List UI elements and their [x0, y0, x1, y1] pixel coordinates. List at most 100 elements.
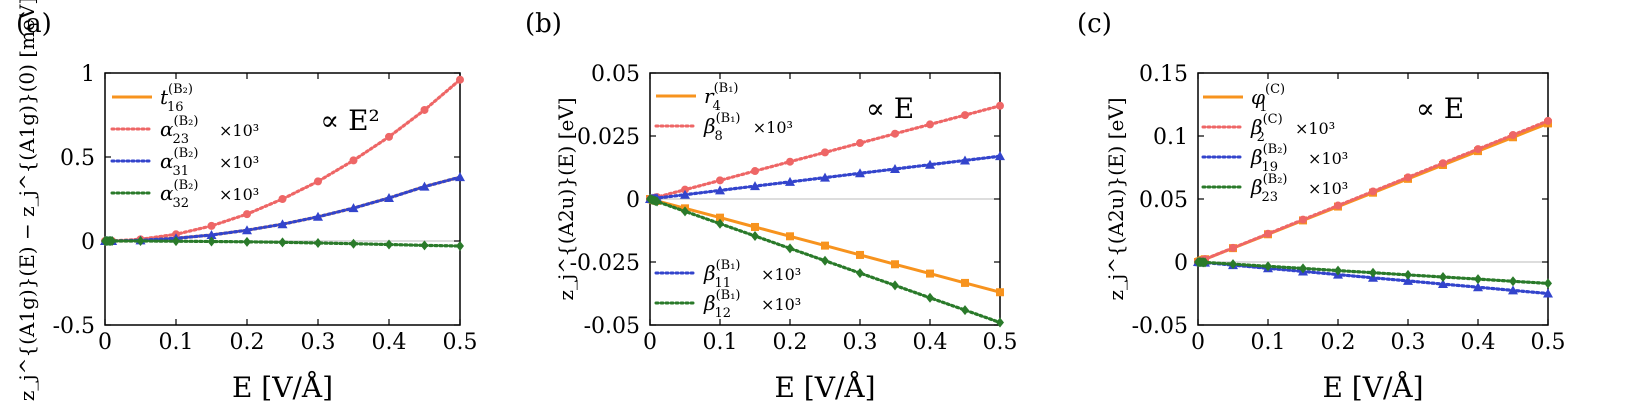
legend-superscript: (B₁) [716, 258, 741, 273]
y-tick-label: -0.05 [1132, 314, 1188, 339]
legend-superscript: (B₂) [168, 82, 193, 97]
legend-entry: β(B₂) 23 ×10³ [1201, 172, 1348, 205]
legend-entry: t(B₂) 16 [112, 82, 193, 115]
data-point [1404, 269, 1412, 280]
legend-label: α(B₂) 23 ×10³ [160, 114, 259, 147]
data-point [1474, 145, 1482, 154]
data-point [961, 278, 969, 287]
data-point [243, 210, 251, 219]
data-point [960, 155, 970, 165]
x-tick-label: 0.2 [773, 330, 808, 355]
x-tick-label: 0.3 [1391, 330, 1426, 355]
data-point [680, 189, 690, 199]
data-point [1299, 215, 1307, 224]
series-2 [100, 172, 465, 245]
data-point [925, 159, 935, 169]
data-point [385, 132, 393, 141]
data-point [786, 243, 794, 254]
series-0 [105, 175, 461, 243]
legend-symbol: φ [1251, 85, 1265, 109]
legend-entry: r(B₁) 4 [656, 81, 738, 114]
legend-subscript: 16 [167, 100, 184, 115]
legend-symbol: α [160, 149, 174, 173]
legend-scale: ×10³ [761, 265, 801, 284]
legend-label: β(B₁) 12 ×10³ [703, 288, 801, 321]
legend-label: β(B₂) 19 ×10³ [1250, 142, 1348, 175]
data-point [1201, 257, 1209, 268]
data-point [1264, 229, 1272, 238]
legend-superscript: (B₂) [174, 146, 199, 161]
data-point [313, 211, 323, 221]
chart-panel-0: (a)0 0.1 0.2 0.3 0.4 0.5-0.500.51E [V/Å]z_j^{… [15, 0, 478, 404]
legend-symbol: β [1250, 145, 1263, 169]
y-tick-label: -0.5 [53, 314, 95, 339]
legend-scale: ×10³ [1308, 149, 1348, 168]
data-point [1543, 288, 1553, 298]
legend-symbol: α [160, 181, 174, 205]
legend-label: β(B₂) 23 ×10³ [1250, 172, 1348, 205]
legend-subscript: 19 [1261, 160, 1278, 175]
data-point [207, 221, 216, 230]
data-point [1509, 276, 1517, 287]
legend-entry: β(B₁) 8 ×10³ [654, 111, 793, 144]
legend-label: α(B₂) 31 ×10³ [160, 146, 259, 179]
legend-symbol: β [1250, 175, 1263, 199]
legend-superscript: (B₁) [716, 288, 741, 303]
x-tick-label: 0.1 [159, 330, 194, 355]
legend-scale: ×10³ [219, 153, 259, 172]
legend-entry: α(B₂) 23 ×10³ [110, 114, 259, 147]
data-point [349, 156, 358, 165]
legend-superscript: (B₂) [174, 178, 199, 193]
data-point [891, 129, 899, 138]
data-point [242, 225, 252, 235]
data-point [420, 105, 429, 114]
data-point [961, 305, 969, 316]
series-line [103, 78, 462, 243]
data-point [278, 195, 287, 203]
data-point [349, 238, 358, 249]
legend-label: β(B₁) 8 ×10³ [703, 111, 793, 144]
legend-entry: β(B₂) 19 ×10³ [1201, 142, 1348, 175]
legend-symbol: β [703, 261, 716, 285]
legend-subscript: 8 [714, 129, 722, 144]
y-tick-label: 0.1 [1153, 125, 1188, 150]
data-point [751, 167, 759, 176]
data-point [1404, 173, 1412, 182]
data-point [277, 219, 288, 229]
data-point [926, 120, 934, 129]
data-point [1508, 285, 1518, 295]
x-tick-label: 0.5 [983, 330, 1018, 355]
data-point [172, 236, 180, 247]
chart-panel-1: (b) 0 0.1 0.2 0.3 0.4 0.5 -0.05 -0.025 0 0.025 0.05… [525, 9, 1018, 404]
legend-entry: φ(C) 1 [1203, 82, 1285, 115]
legend-entry: β(C) 2 ×10³ [1201, 112, 1335, 145]
data-point [751, 231, 759, 242]
data-point [681, 206, 689, 217]
legend-scale: ×10³ [219, 121, 259, 140]
legend-subscript: 23 [172, 132, 189, 147]
data-point [108, 236, 117, 246]
data-point [785, 176, 795, 186]
legend-subscript: 1 [1259, 100, 1267, 115]
data-point [278, 237, 287, 248]
data-point [961, 111, 969, 120]
data-point [1369, 267, 1377, 278]
data-point [786, 232, 794, 241]
legend-scale: ×10³ [1308, 179, 1348, 198]
data-point [1439, 159, 1447, 168]
data-point [419, 181, 430, 191]
legend-label: α(B₂) 32 ×10³ [160, 178, 259, 211]
x-tick-label: 0.4 [1461, 330, 1496, 355]
data-point [1544, 116, 1552, 125]
x-axis-label: E [V/Å] [774, 371, 875, 404]
data-point [786, 157, 794, 166]
legend-subscript: 31 [172, 164, 189, 179]
data-point [420, 240, 429, 251]
data-point [1473, 282, 1483, 292]
x-axis-label: E [V/Å] [1322, 371, 1423, 404]
y-axis-label: z_j^{(A2u)}(E) [eV] [554, 97, 578, 300]
data-point [716, 218, 724, 229]
data-point [821, 148, 829, 157]
x-tick-label: 0.3 [843, 330, 878, 355]
